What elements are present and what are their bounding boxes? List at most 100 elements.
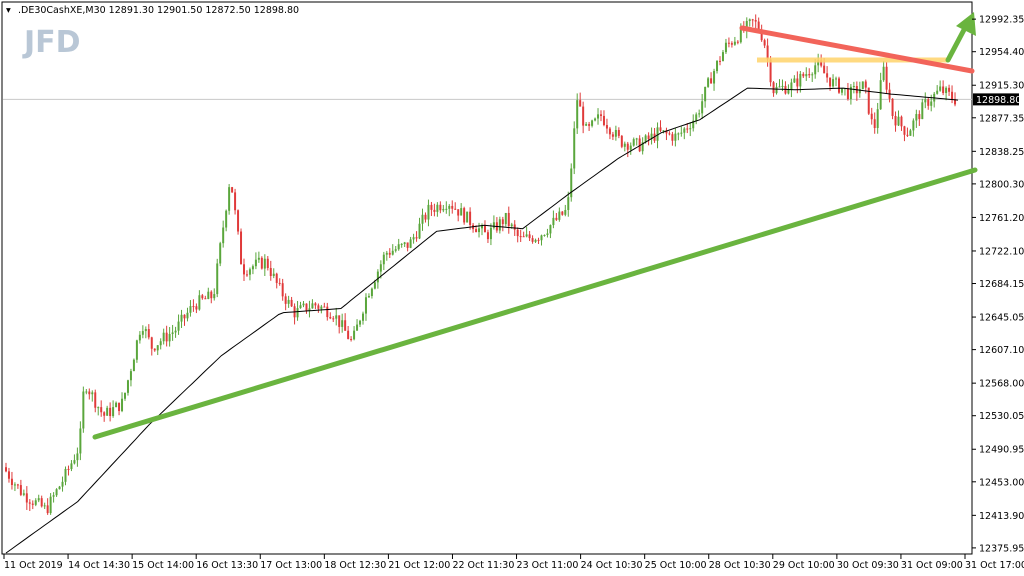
candle-body [677, 133, 680, 135]
candle-body [153, 348, 156, 351]
candle-body [341, 320, 344, 327]
candle-body [585, 124, 588, 126]
candle-body [76, 453, 79, 461]
y-tick-label: 12761.20 [979, 213, 1024, 224]
candle-body [576, 100, 579, 129]
candle-body [106, 407, 109, 416]
candle-body [272, 273, 275, 276]
candle-body [698, 113, 701, 115]
candle-body [22, 493, 25, 495]
plot-area-frame [1, 1, 973, 555]
candle-body [31, 503, 34, 505]
candle-body [460, 208, 463, 216]
x-tick-label: 24 Oct 10:30 [581, 560, 643, 571]
candle-body [296, 308, 299, 318]
candle-body [424, 214, 427, 220]
x-tick-label: 21 Oct 12:00 [388, 560, 450, 571]
header-arrow-icon[interactable]: ▾ [6, 5, 11, 16]
candle-body [287, 299, 290, 304]
candle-body [778, 86, 781, 88]
candle-body [251, 266, 254, 270]
candle-body [442, 208, 445, 211]
candle-body [317, 305, 320, 309]
candle-body [570, 168, 573, 198]
candle-body [930, 101, 933, 106]
x-tick-label: 18 Oct 12:30 [324, 560, 386, 571]
candle-body [760, 31, 763, 41]
candle-body [832, 79, 835, 87]
candle-body [564, 209, 567, 215]
candle-body [897, 116, 900, 126]
candle-body [849, 86, 852, 100]
candle-body [25, 493, 28, 503]
candle-body [489, 227, 492, 240]
candle-body [13, 484, 16, 486]
candle-body [338, 315, 341, 327]
candle-body [263, 258, 266, 269]
current-price-tag-bg [973, 93, 1019, 106]
candle-body [852, 86, 855, 88]
arrow-group [945, 12, 976, 63]
candle-body [391, 250, 394, 255]
candle-body [864, 81, 867, 88]
candle-body [811, 74, 814, 76]
candle-body [727, 42, 730, 44]
candle-body [406, 242, 409, 248]
candle-body [159, 341, 162, 346]
candle-body [602, 115, 605, 126]
candle-body [183, 314, 186, 319]
candle-body [240, 231, 243, 265]
candle-body [644, 135, 647, 143]
candle-body [840, 88, 843, 93]
candle-body [5, 467, 7, 472]
candle-body [231, 187, 234, 193]
candle-body [67, 468, 70, 470]
candle-body [174, 330, 177, 333]
candle-body [582, 106, 585, 126]
candle-body [332, 318, 335, 320]
candle-body [320, 306, 323, 309]
candle-body [138, 334, 141, 341]
candle-body [70, 463, 73, 470]
candle-body [168, 334, 171, 342]
candle-body [876, 109, 879, 128]
x-tick-label: 14 Oct 14:30 [68, 560, 130, 571]
candle-body [370, 288, 373, 297]
candle-body [228, 187, 231, 211]
candle-body [412, 237, 415, 240]
candle-body [427, 204, 430, 220]
x-tick-label: 15 Oct 14:00 [132, 560, 194, 571]
x-tick-label: 17 Oct 13:00 [260, 560, 322, 571]
candle-body [594, 118, 597, 121]
x-tick-label: 29 Oct 10:00 [773, 560, 835, 571]
candle-body [528, 234, 531, 239]
candle-body [451, 205, 454, 209]
y-tick-label: 12915.30 [979, 81, 1024, 92]
candle-body [430, 204, 433, 210]
candle-body [835, 78, 838, 80]
candle-body [498, 219, 501, 231]
candle-body [552, 217, 555, 226]
candle-body [808, 74, 811, 76]
candle-body [356, 324, 359, 331]
candle-body [367, 296, 370, 298]
candle-body [400, 243, 403, 245]
candle-body [659, 127, 662, 131]
candle-body [588, 124, 591, 126]
candle-body [745, 21, 748, 31]
candle-body [641, 142, 644, 152]
candle-body [674, 133, 677, 141]
candle-body [531, 238, 534, 242]
candle-body [91, 392, 94, 395]
candle-body [775, 86, 778, 94]
candle-body [885, 66, 888, 90]
candle-body [329, 317, 332, 319]
candle-body [799, 73, 802, 87]
candle-body [335, 315, 338, 319]
candle-body [165, 332, 168, 342]
candle-body [147, 329, 150, 338]
candle-body [201, 295, 204, 299]
candle-body [772, 82, 775, 94]
candle-body [353, 330, 356, 340]
support-trendline [92, 167, 978, 440]
